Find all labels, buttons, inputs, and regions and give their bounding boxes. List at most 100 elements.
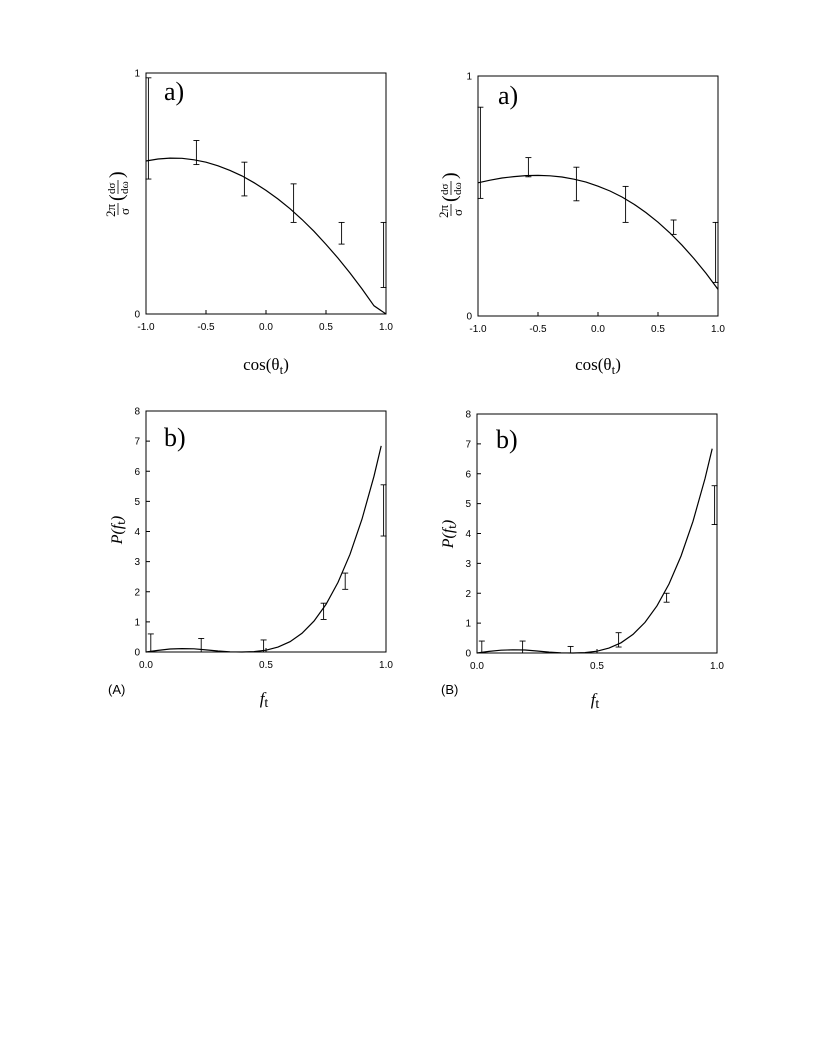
y-tick-label: 0 (466, 312, 472, 323)
y-tick-label: 1 (465, 619, 471, 630)
y-tick-label: 7 (134, 437, 140, 448)
axes-frame (477, 75, 719, 317)
panel-letter: b) (496, 425, 518, 454)
y-tick-label: 1 (466, 72, 472, 83)
chart-A-a: -1.0 -0.5 0.0 0.5 1.0 01 a) cos(θt) 2π σ ( d… (103, 69, 393, 378)
y-tick-label: 3 (134, 557, 140, 568)
svg-text:2π: 2π (103, 204, 118, 218)
panel-letter: a) (498, 81, 518, 110)
error-bar (525, 157, 532, 178)
y-tick-label: 6 (465, 469, 471, 480)
error-bar (663, 592, 670, 603)
error-bar (478, 640, 485, 654)
error-bar (198, 637, 205, 653)
x-axis-label: cos(θt) (243, 355, 289, 377)
y-tick-label: 0 (134, 648, 140, 659)
svg-text:dω: dω (452, 182, 464, 195)
error-bar (380, 221, 387, 288)
error-bar (573, 166, 580, 202)
curve-line (145, 157, 387, 315)
x-tick-label: 1.0 (379, 322, 393, 333)
error-bar (380, 484, 387, 537)
fit-curve (477, 174, 719, 290)
fit-curve (476, 448, 713, 654)
svg-text:): ) (106, 171, 128, 178)
x-tick-label: 0.5 (651, 324, 665, 335)
error-bar (519, 640, 526, 654)
y-axis-label: 2π σ ( dσ dω ) (436, 172, 465, 218)
y-tick-label: 7 (465, 439, 471, 450)
error-bars (477, 106, 719, 283)
panel-tag-B: (B) (441, 682, 458, 697)
axes-frame (145, 72, 387, 315)
curve-line (145, 445, 382, 653)
chart-B-a: -1.0 -0.5 0.0 0.5 1.0 01 a) cos(θt) 2π σ ( d… (436, 72, 725, 378)
panel-letter: a) (164, 77, 184, 106)
x-axis-label: ft (591, 690, 600, 712)
error-bar (622, 185, 629, 223)
y-tick-label: 5 (465, 499, 471, 510)
x-tick-label: 0.0 (259, 322, 273, 333)
x-ticks: -1.0 -0.5 0.0 0.5 1.0 (137, 310, 393, 333)
error-bar (241, 161, 248, 197)
fit-curve (145, 157, 387, 315)
y-ticks: 0 1 2 3 4 5 6 7 8 (465, 410, 481, 660)
x-tick-label: 1.0 (379, 660, 393, 671)
error-bar (477, 106, 484, 199)
x-ticks: 0.0 0.5 1.0 (139, 648, 393, 671)
panel-tag-A: (A) (108, 682, 125, 697)
y-ticks: 0 1 2 3 4 5 6 7 8 (134, 407, 150, 659)
x-tick-label: 0.5 (590, 661, 604, 672)
error-bars (478, 485, 718, 654)
x-tick-label: 0.0 (470, 661, 484, 672)
x-axis-label: cos(θt) (575, 355, 621, 377)
y-axis-label: 2π σ ( dσ dω ) (103, 171, 132, 217)
error-bar (260, 639, 267, 653)
error-bar (338, 221, 345, 245)
y-tick-label: 2 (465, 589, 471, 600)
x-tick-label: 1.0 (710, 661, 724, 672)
svg-text:(: ( (106, 194, 128, 201)
y-ticks: 01 (466, 72, 482, 323)
error-bar (711, 485, 718, 525)
fit-curve (145, 445, 382, 653)
x-tick-label: -0.5 (197, 322, 215, 333)
y-tick-label: 0 (134, 310, 140, 321)
y-tick-label: 4 (465, 529, 471, 540)
x-tick-label: 0.5 (319, 322, 333, 333)
svg-text:σ: σ (117, 208, 132, 215)
svg-text:(: ( (439, 195, 461, 202)
y-ticks: 01 (134, 69, 150, 321)
x-tick-label: 0.0 (591, 324, 605, 335)
chart-B-b: 0.0 0.5 1.0 0 1 2 3 4 5 6 7 8 b) ft P(ft) (B) (440, 410, 724, 713)
x-ticks: -1.0 -0.5 0.0 0.5 1.0 (469, 312, 725, 335)
error-bars (147, 484, 387, 653)
error-bars (145, 77, 387, 288)
y-axis-label: P(ft) (440, 520, 459, 550)
y-tick-label: 5 (134, 497, 140, 508)
error-bar (670, 219, 677, 235)
x-axis-label: ft (260, 689, 269, 711)
panel-letter: b) (164, 423, 186, 452)
svg-text:σ: σ (450, 209, 465, 216)
curve-line (477, 174, 719, 290)
curve-line (476, 448, 713, 654)
y-tick-label: 8 (465, 410, 471, 421)
svg-text:dσ: dσ (106, 183, 118, 195)
svg-text:): ) (439, 172, 461, 179)
svg-text:dσ: dσ (439, 184, 451, 196)
y-tick-label: 2 (134, 587, 140, 598)
x-tick-label: 1.0 (711, 324, 725, 335)
y-tick-label: 6 (134, 467, 140, 478)
y-tick-label: 1 (134, 69, 140, 80)
svg-text:dω: dω (119, 181, 131, 194)
error-bar (320, 602, 327, 620)
svg-text:2π: 2π (436, 205, 451, 219)
chart-A-b: 0.0 0.5 1.0 0 1 2 3 4 5 6 7 8 b) ft P(ft) (A) (108, 407, 393, 712)
error-bar (145, 77, 152, 180)
y-tick-label: 1 (134, 617, 140, 628)
y-tick-label: 4 (134, 527, 140, 538)
error-bar (567, 645, 574, 654)
x-tick-label: 0.5 (259, 660, 273, 671)
